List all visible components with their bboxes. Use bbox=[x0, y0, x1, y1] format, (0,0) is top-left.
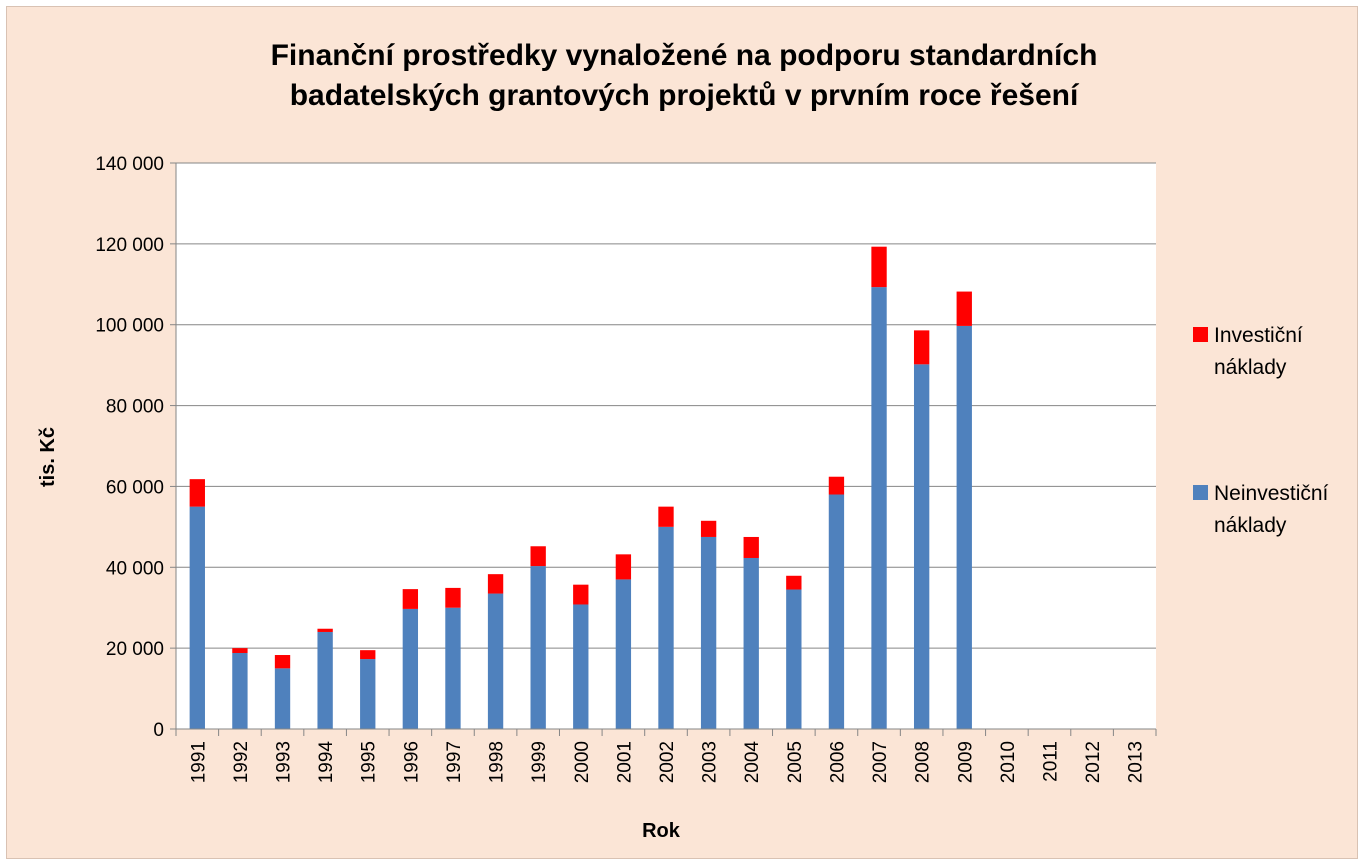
y-tick-label: 0 bbox=[153, 720, 164, 741]
bar-segment bbox=[402, 608, 419, 729]
y-tick-labels: 0 20 000 40 000 60 000 80 000 100 000 120 000 1… bbox=[95, 154, 164, 741]
x-tick-label: 1995 bbox=[359, 741, 380, 783]
x-tick-label: 1993 bbox=[274, 741, 295, 783]
bar-segment bbox=[360, 650, 376, 660]
bar-segment bbox=[956, 325, 972, 729]
legend: Investiční náklady Neinvestiční náklady bbox=[1193, 324, 1329, 537]
x-tick-label: 2007 bbox=[870, 741, 891, 783]
chart-frame: Finanční prostředky vynaložené na podpor… bbox=[6, 6, 1358, 859]
bar-segment bbox=[700, 536, 717, 729]
legend-label: Neinvestiční bbox=[1214, 482, 1329, 505]
x-tick-label: 2001 bbox=[614, 741, 635, 783]
legend-label: náklady bbox=[1214, 356, 1287, 379]
bar-segment bbox=[445, 587, 461, 608]
x-tick-label: 2006 bbox=[827, 741, 848, 783]
legend-swatch bbox=[1193, 485, 1208, 500]
chart-title-line-1: Finanční prostředky vynaložené na podpor… bbox=[271, 39, 1098, 72]
bar-segment bbox=[232, 648, 248, 653]
bar-segment bbox=[573, 604, 589, 729]
x-tick-label: 2011 bbox=[1040, 741, 1061, 782]
bar-segment bbox=[615, 554, 632, 580]
bar-segment bbox=[189, 506, 205, 729]
bar-segment bbox=[658, 526, 674, 729]
x-tick-label: 1994 bbox=[316, 741, 337, 784]
y-tick-label: 120 000 bbox=[95, 235, 164, 256]
legend-label: Investiční bbox=[1214, 324, 1303, 347]
bar-segment bbox=[530, 546, 546, 567]
y-tick-label: 100 000 bbox=[95, 316, 164, 337]
chart-svg: Finanční prostředky vynaložené na podpor… bbox=[37, 39, 1329, 842]
bars bbox=[189, 246, 972, 729]
bar-segment bbox=[956, 291, 972, 326]
bar-segment bbox=[658, 506, 674, 527]
x-tick-label: 2002 bbox=[657, 741, 678, 783]
bar-segment bbox=[445, 607, 461, 729]
bar-segment bbox=[913, 330, 930, 365]
x-axis-title: Rok bbox=[642, 820, 681, 842]
bar-segment bbox=[743, 557, 759, 729]
bar-segment bbox=[573, 584, 589, 605]
x-tick-label: 1998 bbox=[487, 741, 508, 783]
x-tick-labels: 1991 1992 1993 1994 1995 1996 1997 1998 1999 2000… bbox=[188, 741, 1146, 784]
bar-segment bbox=[871, 246, 887, 288]
bar-segment bbox=[828, 476, 845, 495]
bar-segment bbox=[871, 287, 887, 729]
chart-title-line-2: badatelských grantových projektů v první… bbox=[290, 79, 1080, 112]
y-tick-label: 140 000 bbox=[95, 154, 164, 175]
x-tick-label: 2012 bbox=[1083, 741, 1104, 783]
x-tick-label: 2005 bbox=[785, 741, 806, 783]
bar-segment bbox=[530, 566, 546, 729]
bar-segment bbox=[402, 589, 419, 609]
y-axis-title: tis. Kč bbox=[37, 427, 59, 487]
bar-segment bbox=[743, 536, 759, 558]
bar-segment bbox=[913, 364, 930, 729]
bar-segment bbox=[786, 575, 802, 590]
x-tick-label: 1992 bbox=[231, 741, 252, 783]
legend-label: náklady bbox=[1214, 514, 1287, 537]
bar-segment bbox=[700, 520, 717, 537]
x-tick-label: 2013 bbox=[1126, 741, 1147, 783]
axes bbox=[175, 163, 1157, 736]
x-tick-label: 1991 bbox=[188, 741, 209, 783]
x-tick-label: 1996 bbox=[401, 741, 422, 783]
x-tick-label: 2000 bbox=[572, 741, 593, 783]
bar-segment bbox=[317, 628, 333, 632]
bar-segment bbox=[615, 579, 632, 729]
y-tick-label: 40 000 bbox=[106, 558, 164, 579]
y-tick-label: 20 000 bbox=[106, 639, 164, 660]
bar-segment bbox=[317, 631, 333, 729]
legend-swatch bbox=[1193, 327, 1208, 342]
x-tick-label: 1999 bbox=[529, 741, 550, 783]
bar-segment bbox=[189, 479, 205, 507]
bar-segment bbox=[274, 668, 291, 729]
bar-segment bbox=[360, 659, 376, 729]
bar-segment bbox=[786, 589, 802, 729]
x-tick-label: 2008 bbox=[913, 741, 934, 783]
x-tick-label: 2003 bbox=[700, 741, 721, 783]
x-tick-label: 1997 bbox=[444, 741, 465, 783]
bar-segment bbox=[274, 655, 291, 669]
bar-segment bbox=[487, 574, 504, 594]
x-tick-label: 2004 bbox=[742, 741, 763, 784]
x-tick-label: 2009 bbox=[955, 741, 976, 783]
x-tick-label: 2010 bbox=[998, 741, 1019, 783]
bar-segment bbox=[232, 652, 248, 729]
y-tick-label: 60 000 bbox=[106, 477, 164, 498]
y-tick-label: 80 000 bbox=[106, 397, 164, 418]
bar-segment bbox=[828, 494, 845, 729]
bar-segment bbox=[487, 593, 504, 729]
